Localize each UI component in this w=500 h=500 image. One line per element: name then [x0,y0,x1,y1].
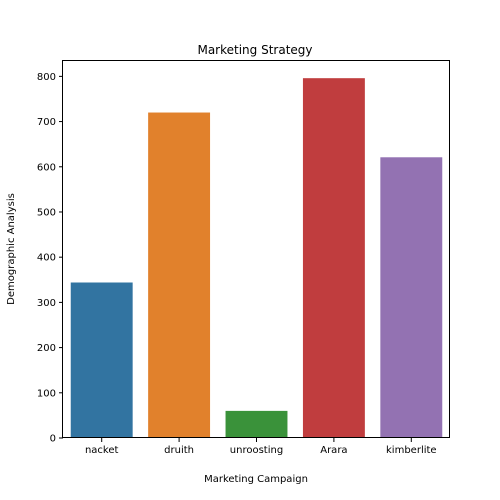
y-tick-label: 800 [37,72,56,83]
x-tick-label: nacket [85,445,119,456]
x-tick-label: kimberlite [386,445,437,456]
y-tick-label: 700 [37,117,56,128]
x-tick-label: Arara [320,445,347,456]
x-axis-label: Marketing Campaign [204,474,308,485]
x-axis-ticks: nacket druith unroosting Arara kimberlite [85,438,437,456]
bars-layer [70,78,443,439]
y-tick-label: 300 [37,298,56,309]
y-tick-label: 100 [37,388,56,399]
y-tick-label: 200 [37,343,56,354]
chart-title: Marketing Strategy [197,43,312,57]
y-tick-label: 500 [37,207,56,218]
x-tick-label: unroosting [230,445,283,456]
bar-unroosting [225,410,288,438]
x-tick-label: druith [164,445,194,456]
y-axis-label: Demographic Analysis [6,193,17,305]
bar-nacket [70,282,133,438]
y-tick-label: 400 [37,253,56,264]
y-tick-label: 600 [37,162,56,173]
plot-frame [62,60,450,438]
y-axis-ticks: 0 100 200 300 400 500 600 700 800 [37,72,63,445]
bar-Arara [302,78,365,439]
bar-kimberlite [380,157,443,438]
bar-druith [148,112,211,438]
y-tick-label: 0 [50,434,56,445]
